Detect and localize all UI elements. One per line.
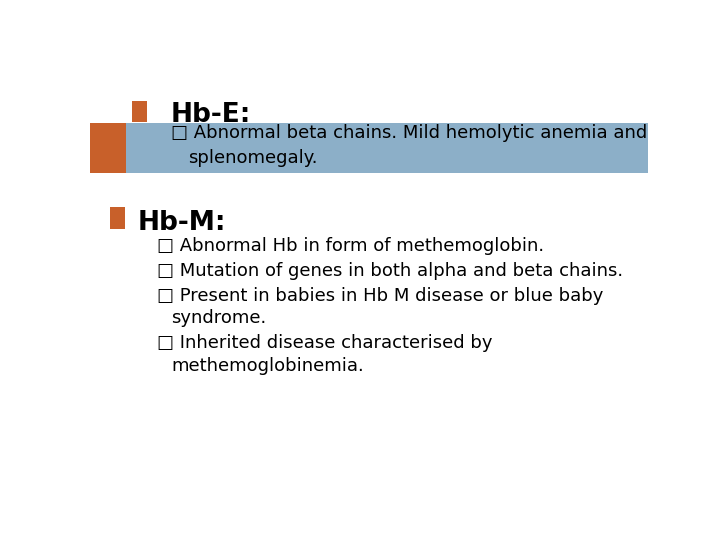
Text: □ Mutation of genes in both alpha and beta chains.: □ Mutation of genes in both alpha and be… (157, 261, 623, 280)
Text: splenomegaly.: splenomegaly. (188, 150, 317, 167)
Bar (109, 207, 125, 229)
Text: syndrome.: syndrome. (171, 309, 266, 327)
Text: □ Abnormal Hb in form of methemoglobin.: □ Abnormal Hb in form of methemoglobin. (157, 237, 544, 255)
Bar (90, 123, 126, 173)
Text: □ Present in babies in Hb M disease or blue baby: □ Present in babies in Hb M disease or b… (157, 287, 603, 305)
Text: methemoglobinemia.: methemoglobinemia. (171, 357, 364, 375)
Text: Hb-E:: Hb-E: (171, 102, 251, 127)
Text: □ Inherited disease characterised by: □ Inherited disease characterised by (157, 334, 492, 353)
Text: Hb-M:: Hb-M: (138, 210, 226, 236)
Bar (126, 123, 648, 173)
Text: □ Abnormal beta chains. Mild hemolytic anemia and: □ Abnormal beta chains. Mild hemolytic a… (171, 124, 647, 143)
Bar (132, 100, 148, 122)
